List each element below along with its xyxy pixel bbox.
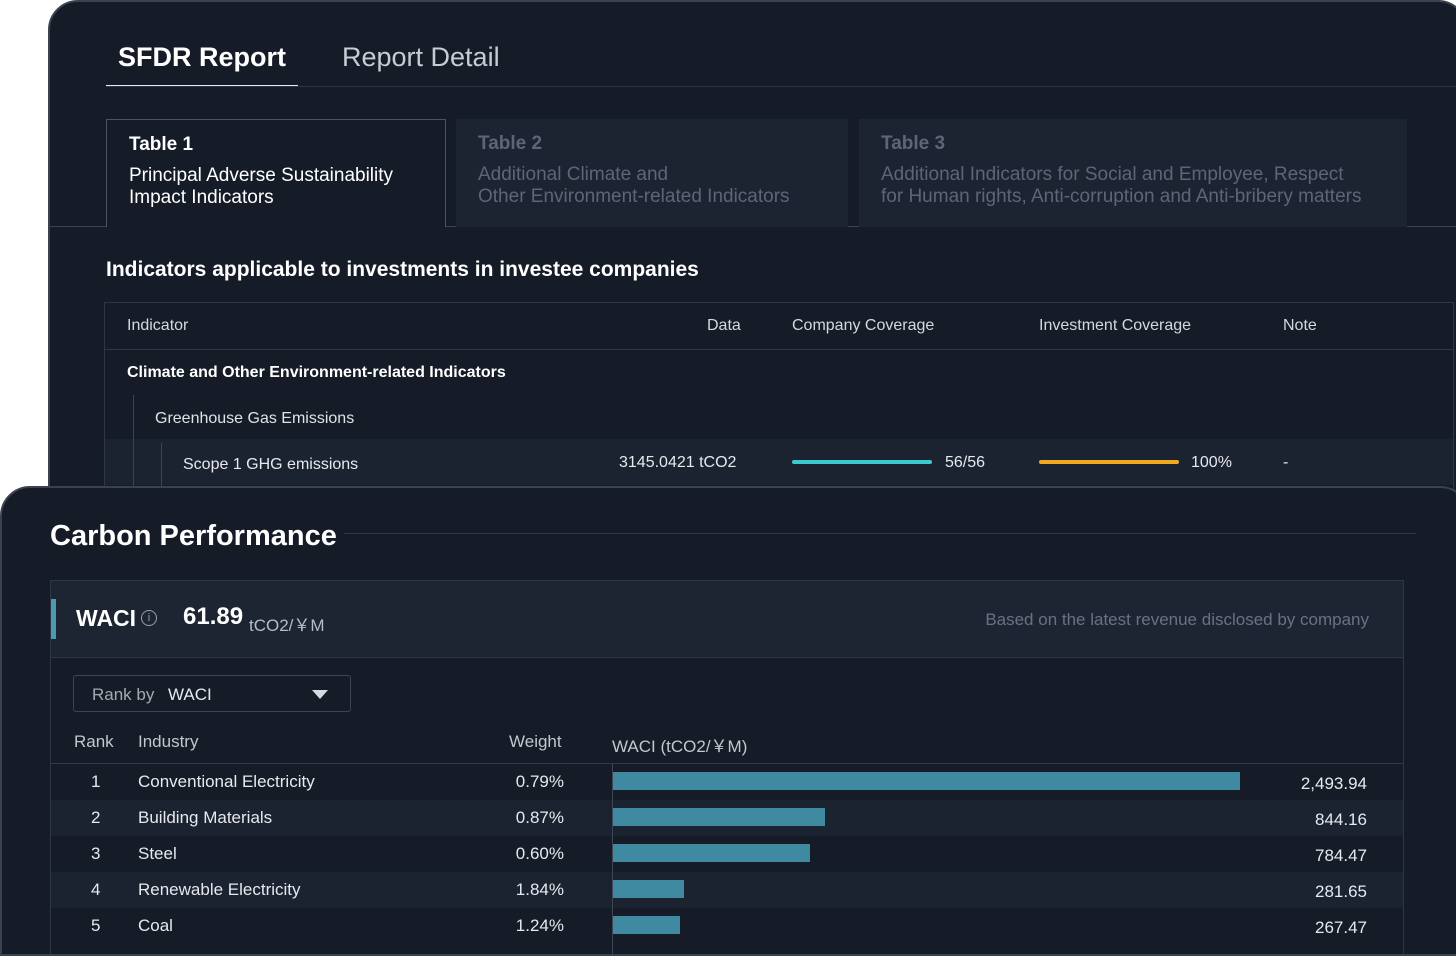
report-tabs: SFDR Report Report Detail <box>106 42 512 87</box>
waci-bar <box>613 916 680 934</box>
title-divider <box>344 533 1416 534</box>
col-waci: WACI (tCO2/￥M) <box>612 737 748 756</box>
weight-cell: 0.87% <box>515 808 564 827</box>
subgroup-label: Greenhouse Gas Emissions <box>155 410 355 427</box>
ranking-row[interactable]: 1 Conventional Electricity 0.79% 2,493.94 <box>51 764 1403 800</box>
chart-axis-line <box>612 764 613 954</box>
ranking-row[interactable]: 2 Building Materials 0.87% 844.16 <box>51 800 1403 836</box>
group-label: Climate and Other Environment-related In… <box>127 364 506 381</box>
table-card-2[interactable]: Table 2 Additional Climate and Other Env… <box>456 119 848 227</box>
industry-cell: Steel <box>138 844 177 863</box>
table-card-title: Table 1 <box>129 134 194 155</box>
waci-summary: WACI i 61.89 tCO2/￥M Based on the latest… <box>51 581 1403 658</box>
table-card-desc-line2: for Human rights, Anti-corruption and An… <box>881 186 1362 207</box>
ranking-row[interactable]: 3 Steel 0.60% 784.47 <box>51 836 1403 872</box>
rank-cell: 1 <box>91 772 101 791</box>
indicators-table: Indicator Data Company Coverage Investme… <box>104 302 1454 498</box>
chevron-down-icon <box>312 690 328 699</box>
investment-coverage-value: 100% <box>1191 454 1232 471</box>
col-note: Note <box>1283 317 1317 334</box>
indicators-table-header: Indicator Data Company Coverage Investme… <box>105 303 1453 350</box>
investment-coverage-bar <box>1039 460 1179 464</box>
group-row[interactable]: Climate and Other Environment-related In… <box>105 349 1453 395</box>
col-weight: Weight <box>509 732 562 751</box>
info-icon[interactable]: i <box>141 610 157 626</box>
col-indicator: Indicator <box>127 317 189 334</box>
subgroup-row[interactable]: Greenhouse Gas Emissions <box>105 395 1453 441</box>
table-card-1[interactable]: Table 1 Principal Adverse Sustainability… <box>106 119 446 227</box>
industry-cell: Building Materials <box>138 808 273 827</box>
col-company-coverage: Company Coverage <box>792 317 935 334</box>
section-title: Indicators applicable to investments in … <box>106 258 699 281</box>
industry-cell: Coal <box>138 916 173 935</box>
table-card-desc-line1: Principal Adverse Sustainability <box>129 165 394 186</box>
sfdr-report-window: SFDR Report Report Detail Table 1 Princi… <box>48 0 1456 500</box>
industry-cell: Renewable Electricity <box>138 880 301 899</box>
waci-bar <box>613 808 825 826</box>
table-card-title: Table 3 <box>881 133 946 154</box>
table-card-desc-line1: Additional Indicators for Social and Emp… <box>881 164 1344 185</box>
waci-note: Based on the latest revenue disclosed by… <box>985 610 1369 629</box>
company-coverage-value: 56/56 <box>945 454 986 471</box>
rank-cell: 4 <box>91 880 101 899</box>
waci-value-label: 784.47 <box>1315 846 1367 865</box>
rank-cell: 3 <box>91 844 101 863</box>
waci-value-label: 2,493.94 <box>1300 774 1367 793</box>
waci-unit: tCO2/￥M <box>249 616 325 635</box>
waci-accent <box>51 599 56 639</box>
ranking-row[interactable]: 5 Coal 1.24% 267.47 <box>51 908 1403 944</box>
rank-by-select[interactable]: Rank by WACI <box>73 675 351 712</box>
ranking-table-header: Rank Industry Weight WACI (tCO2/￥M) <box>51 729 1403 764</box>
waci-bar <box>613 844 810 862</box>
carbon-performance-window: Carbon Performance WACI i 61.89 tCO2/￥M … <box>0 486 1456 956</box>
waci-label: WACI <box>76 605 137 631</box>
ranking-row[interactable]: 4 Renewable Electricity 1.84% 281.65 <box>51 872 1403 908</box>
industry-cell: Conventional Electricity <box>138 772 315 791</box>
col-investment-coverage: Investment Coverage <box>1039 317 1192 334</box>
table-card-desc-line2: Impact Indicators <box>129 187 274 208</box>
tree-connector <box>161 443 162 489</box>
weight-cell: 0.79% <box>515 772 564 791</box>
col-rank: Rank <box>74 732 114 751</box>
waci-value-label: 267.47 <box>1315 918 1367 937</box>
waci-value-label: 844.16 <box>1315 810 1367 829</box>
indicator-name: Scope 1 GHG emissions <box>183 456 359 473</box>
table-card-desc-line2: Other Environment-related Indicators <box>478 186 790 207</box>
col-data: Data <box>707 317 741 334</box>
col-industry: Industry <box>138 732 199 751</box>
waci-bar <box>613 772 1240 790</box>
tab-report-detail[interactable]: Report Detail <box>342 42 500 72</box>
carbon-performance-title: Carbon Performance <box>50 520 337 552</box>
weight-cell: 0.60% <box>515 844 564 863</box>
weight-cell: 1.84% <box>515 880 564 899</box>
rank-cell: 2 <box>91 808 101 827</box>
tree-connector <box>133 439 134 485</box>
waci-value-label: 281.65 <box>1315 882 1367 901</box>
waci-panel: WACI i 61.89 tCO2/￥M Based on the latest… <box>50 580 1404 954</box>
table-card-desc-line1: Additional Climate and <box>478 164 669 185</box>
rank-cell: 5 <box>91 916 101 935</box>
rank-by-label: Rank by <box>92 685 155 704</box>
table-card-title: Table 2 <box>478 133 543 154</box>
weight-cell: 1.24% <box>515 916 564 935</box>
company-coverage-bar <box>792 460 932 464</box>
table-card-3[interactable]: Table 3 Additional Indicators for Social… <box>859 119 1407 227</box>
indicator-note: - <box>1283 454 1289 471</box>
indicator-row[interactable]: Scope 1 GHG emissions 3145.0421 tCO2 56/… <box>105 439 1453 489</box>
tabs-divider <box>106 86 1456 87</box>
rank-by-value: WACI <box>168 685 212 704</box>
tab-sfdr-report[interactable]: SFDR Report <box>106 42 298 87</box>
waci-value: 61.89 <box>183 603 244 630</box>
waci-bar <box>613 880 684 898</box>
indicator-data: 3145.0421 tCO2 <box>619 454 737 471</box>
